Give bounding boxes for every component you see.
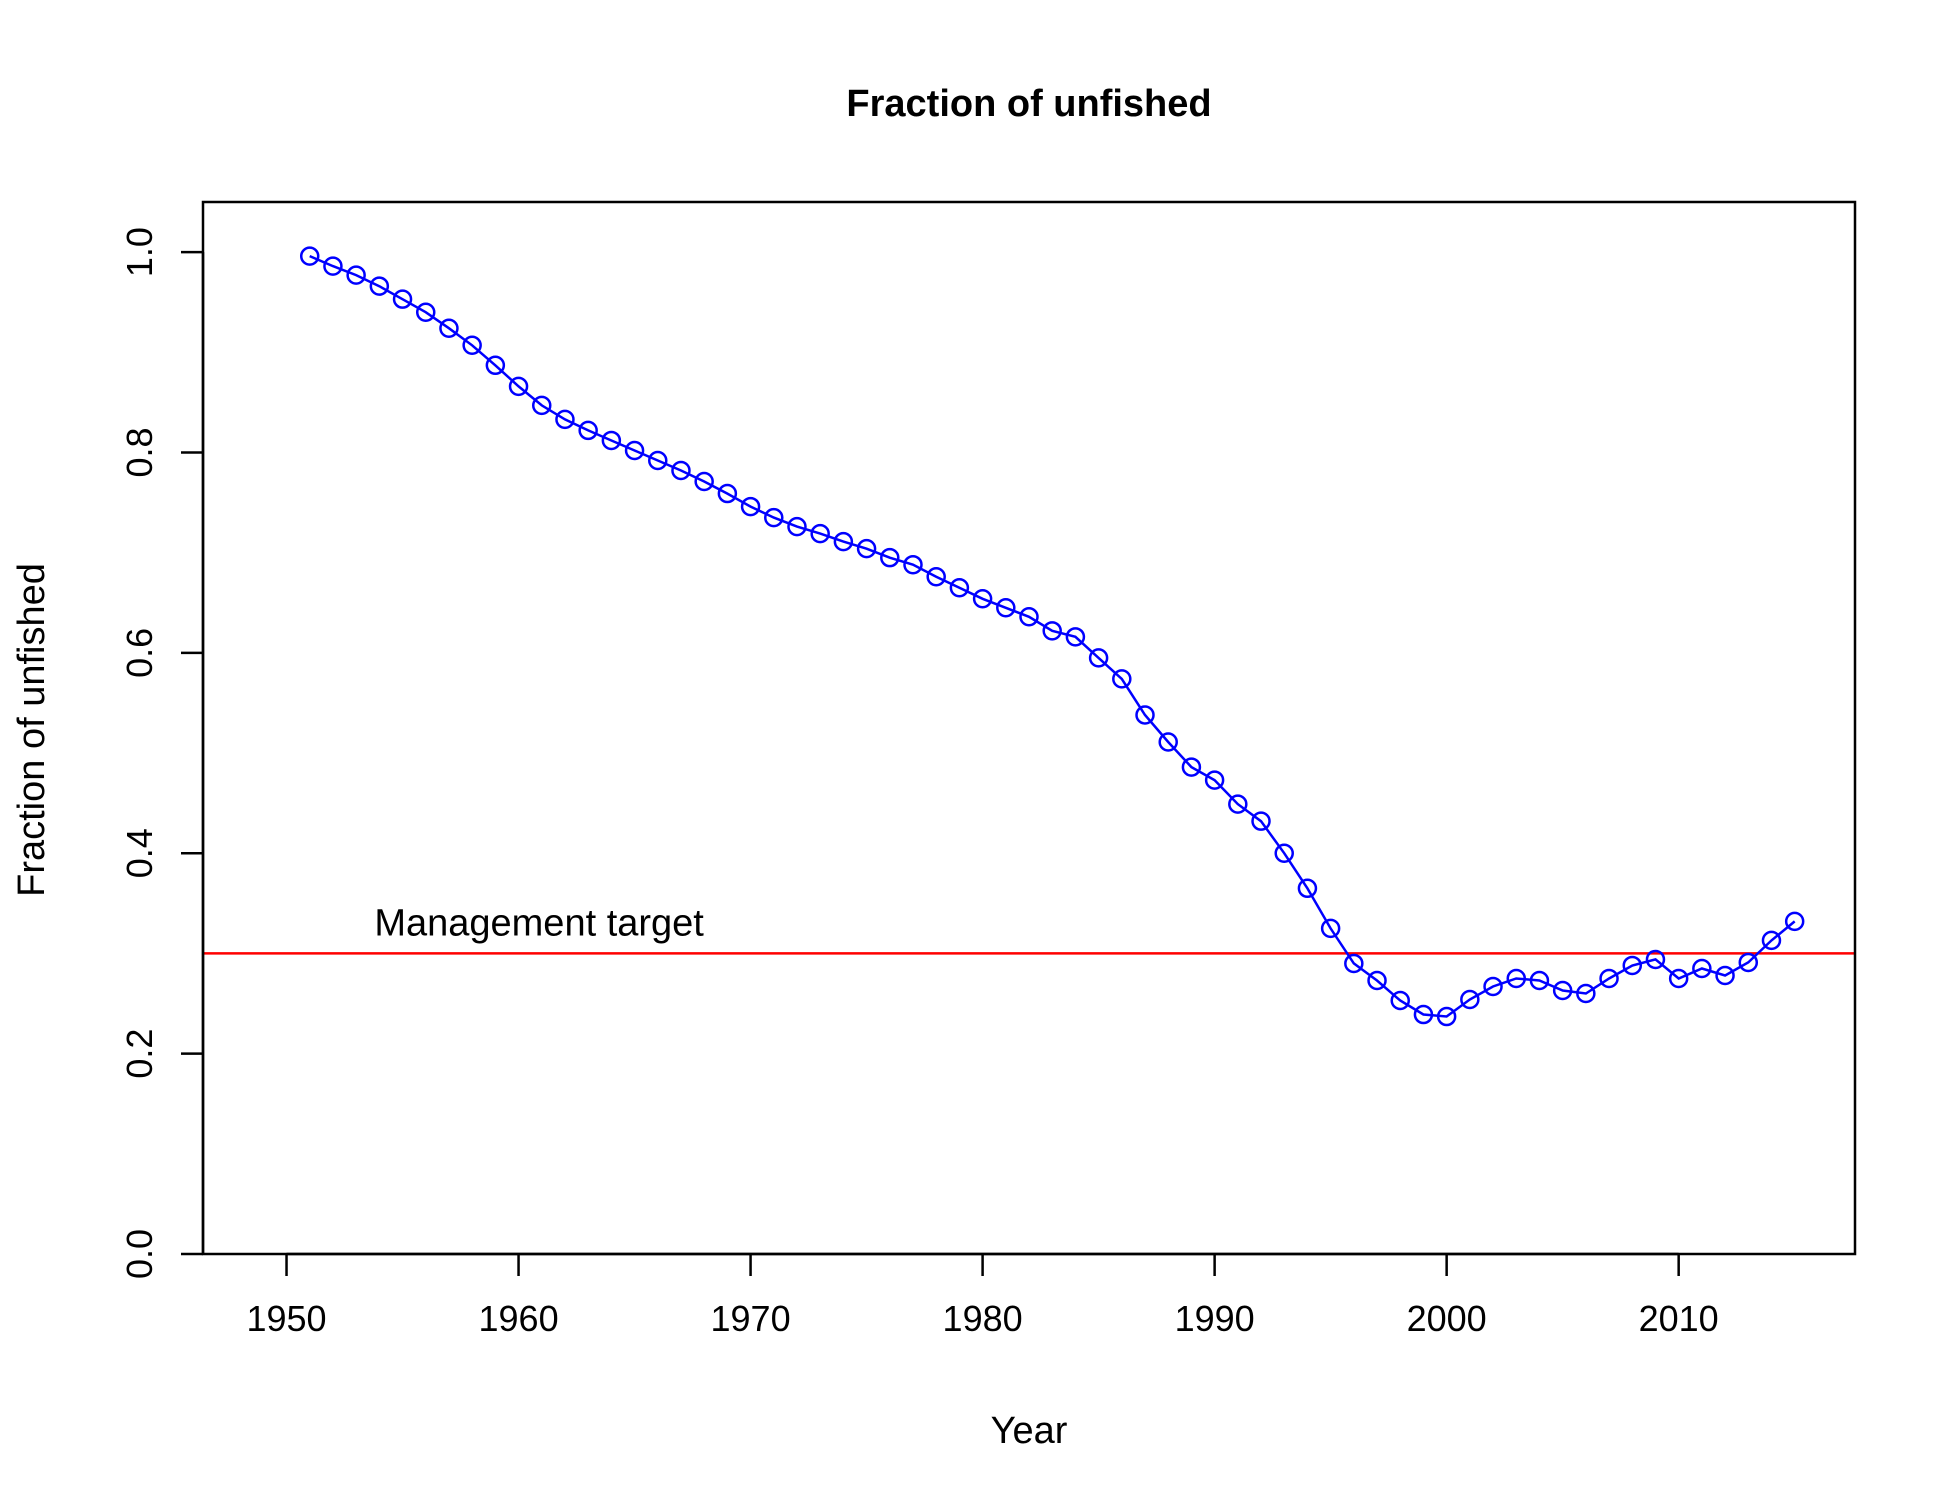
data-point [926, 566, 946, 587]
data-point [439, 318, 459, 338]
data-point [1645, 949, 1666, 970]
axes-group: 1950 1960 1970 1980 1990 2000 2010 0.0 0.2 0.4 0.6… [119, 227, 1719, 1339]
data-point [415, 302, 436, 322]
x-tick-label: 1980 [943, 1298, 1023, 1339]
x-tick-label: 1950 [246, 1298, 326, 1339]
data-point [1344, 953, 1364, 974]
data-point [323, 256, 343, 276]
data-point [369, 276, 390, 296]
data-point [299, 246, 320, 266]
data-point [1436, 1006, 1457, 1027]
data-point [1297, 878, 1318, 899]
x-tick-label: 2000 [1407, 1298, 1487, 1339]
data-point [392, 289, 413, 309]
x-axis-label: Year [991, 1410, 1068, 1452]
y-tick-label: 0.2 [119, 1029, 160, 1079]
data-point [1367, 970, 1387, 991]
data-point [903, 554, 923, 575]
data-point [833, 531, 854, 552]
data-point [1042, 621, 1062, 641]
plot-frame [201, 200, 1857, 1256]
data-point [648, 450, 668, 471]
data-point [1552, 980, 1573, 1001]
y-tick-label: 0.0 [119, 1229, 160, 1279]
data-point [717, 483, 738, 504]
data-point [1065, 627, 1086, 647]
data-point [1599, 968, 1619, 989]
data-point [462, 335, 482, 356]
series-group [299, 246, 1805, 1027]
y-tick-label: 1.0 [119, 227, 160, 277]
data-point [1274, 843, 1294, 863]
data-point [694, 471, 714, 492]
data-point [1668, 968, 1689, 989]
data-point [1390, 990, 1410, 1011]
x-tick-label: 1970 [711, 1298, 791, 1339]
y-tick-label: 0.4 [119, 828, 160, 878]
y-tick-label: 0.6 [119, 628, 160, 678]
reference-line-group: Management target [203, 902, 1855, 955]
data-point [1761, 930, 1782, 951]
data-point [346, 265, 366, 285]
data-point [1019, 607, 1039, 627]
data-point [508, 376, 529, 397]
x-tick-label: 1960 [479, 1298, 559, 1339]
data-point [1088, 648, 1109, 668]
data-point [1529, 970, 1550, 991]
data-point [1181, 757, 1202, 777]
data-point [996, 598, 1016, 618]
data-point [1483, 976, 1503, 997]
data-point [949, 577, 970, 598]
data-point [972, 589, 993, 609]
y-tick-label: 0.8 [119, 427, 160, 477]
data-point [1135, 705, 1155, 725]
y-axis-label: Fraction of unfished [11, 563, 53, 897]
data-point [671, 460, 691, 481]
data-point [1622, 955, 1643, 976]
data-point [1413, 1004, 1434, 1025]
data-point [1251, 811, 1271, 831]
data-point [1320, 918, 1341, 939]
data-point [810, 523, 830, 544]
data-point [555, 409, 575, 430]
data-point [880, 547, 900, 568]
data-point [578, 420, 598, 441]
data-point [1715, 965, 1735, 986]
data-point [1204, 770, 1225, 790]
data-point [1738, 952, 1759, 973]
management-target-label: Management target [374, 902, 704, 944]
data-point [1158, 732, 1178, 752]
data-point [1460, 989, 1480, 1010]
data-point [1228, 794, 1248, 814]
data-point [740, 496, 761, 517]
data-point [1506, 968, 1526, 989]
data-point [601, 430, 622, 451]
data-point [764, 507, 784, 528]
data-point [485, 355, 506, 376]
x-tick-label: 2010 [1639, 1298, 1719, 1339]
data-point [856, 538, 877, 559]
data-point [1112, 669, 1132, 689]
data-point [624, 440, 645, 461]
data-point [1692, 958, 1712, 979]
chart-title: Fraction of unfished [846, 83, 1211, 125]
data-point [532, 395, 552, 416]
data-point [787, 516, 807, 537]
data-point [1576, 983, 1596, 1004]
data-point [1784, 911, 1805, 932]
x-tick-label: 1990 [1175, 1298, 1255, 1339]
